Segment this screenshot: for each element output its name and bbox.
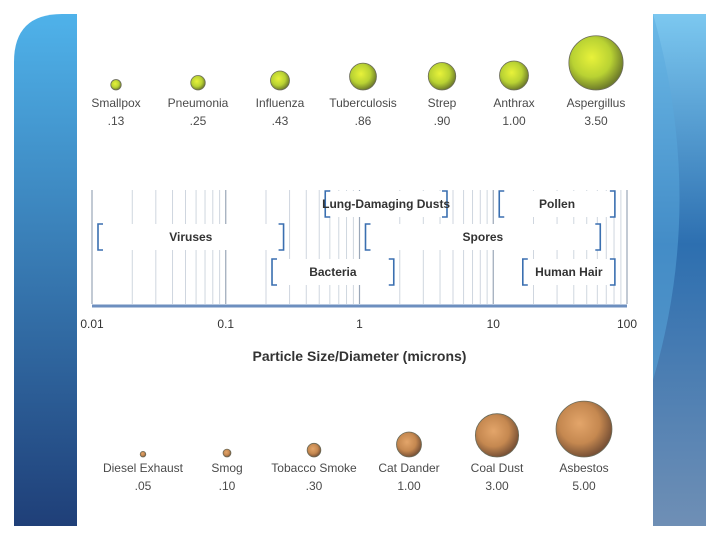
range-right-bracket [609,190,616,218]
particle-smallpox: Smallpox .13 [91,79,141,128]
particle-name: Smallpox [91,96,140,110]
particle-diesel-exhaust: Diesel Exhaust .05 [103,451,184,493]
range-backdrop [522,259,615,285]
particle-tobacco-smoke: Tobacco Smoke .30 [271,442,357,493]
particle-name: Smog [211,461,242,475]
particle-asbestos: Asbestos 5.00 [555,400,613,493]
particle-size-value: 3.00 [485,479,509,493]
range-backdrop [98,224,284,250]
range-backdrop [325,191,447,217]
particle-circle [110,79,122,91]
particle-circle [222,448,232,458]
left-decorative-band [14,14,77,526]
range-pollen: Pollen [498,190,616,218]
axis-ticks: 0.01 0.1 1 10 100 [80,317,637,331]
particle-size-value: .10 [219,479,236,493]
range-right-bracket [388,258,395,286]
range-label: Bacteria [309,265,357,279]
particle-size-value: .86 [355,114,372,128]
particle-strep: Strep .90 [428,62,457,128]
particle-smog: Smog .10 [211,448,243,493]
particle-size-value: 1.00 [397,479,421,493]
particle-name: Influenza [256,96,305,110]
particle-size-value: .43 [272,114,289,128]
range-left-bracket [97,223,103,251]
particle-size-value: .30 [306,479,323,493]
particle-circle [349,62,377,91]
particle-tuberculosis: Tuberculosis .86 [329,62,397,128]
particle-size-value: 3.50 [584,114,608,128]
range-viruses: Viruses [97,223,285,251]
particle-circle [190,75,206,91]
particle-name: Anthrax [493,96,534,110]
range-right-bracket [441,190,448,218]
particle-pneumonia: Pneumonia .25 [168,75,229,128]
particle-name: Strep [428,96,457,110]
right-band-curve [653,14,680,380]
particle-circle [306,442,322,458]
range-spores: Spores [364,223,602,251]
tick-label: 0.1 [217,317,234,331]
particle-cat-dander: Cat Dander 1.00 [378,431,440,493]
range-label: Human Hair [535,265,603,279]
tick-label: 1 [356,317,363,331]
particle-size-value: .05 [135,479,152,493]
particle-name: Pneumonia [168,96,229,110]
particle-circle [270,70,290,91]
particle-size-value: .90 [434,114,451,128]
particle-anthrax: Anthrax 1.00 [493,60,535,128]
range-right-bracket [609,258,616,286]
particle-name: Diesel Exhaust [103,461,184,475]
particle-coal-dust: Coal Dust 3.00 [471,413,524,493]
particle-circle [139,451,147,458]
tick-label: 0.01 [80,317,104,331]
size-ranges: Lung-Damaging Dusts Pollen Viruses Spores Ba… [97,190,616,286]
pollutant-row: Diesel Exhaust .05 Smog .10 Tobacco Smoke .30… [103,400,613,493]
particle-circle [427,62,457,91]
tick-label: 10 [487,317,501,331]
range-backdrop [272,259,394,285]
range-backdrop [365,224,601,250]
range-label: Viruses [169,230,212,244]
particle-size-value: .25 [190,114,207,128]
range-left-bracket [324,190,331,218]
particle-size-value: 1.00 [502,114,526,128]
particle-name: Cat Dander [378,461,439,475]
range-bacteria: Bacteria [271,258,395,286]
particle-name: Asbestos [559,461,608,475]
particle-circle [396,431,422,458]
pathogen-row: Smallpox .13 Pneumonia .25 Influenza .43 Tuber… [91,35,626,128]
particle-name: Coal Dust [471,461,524,475]
particle-circle [499,60,529,91]
particle-circle [568,35,624,91]
range-right-bracket [278,223,285,251]
range-left-bracket [522,258,528,286]
range-backdrop [499,191,615,217]
range-human-hair: Human Hair [522,258,616,286]
particle-aspergillus: Aspergillus 3.50 [567,35,626,128]
range-lung-damaging-dusts: Lung-Damaging Dusts [322,190,450,218]
range-left-bracket [498,190,505,218]
tick-label: 100 [617,317,637,331]
particle-size-value: .13 [108,114,125,128]
axis-title: Particle Size/Diameter (microns) [253,348,467,364]
particle-influenza: Influenza .43 [256,70,305,128]
particle-name: Aspergillus [567,96,626,110]
range-label: Spores [463,230,504,244]
range-label: Pollen [539,197,575,211]
particle-circle [555,400,613,458]
range-left-bracket [364,223,371,251]
range-label: Lung-Damaging Dusts [322,197,450,211]
particle-name: Tuberculosis [329,96,397,110]
range-left-bracket [271,258,278,286]
particle-size-value: 5.00 [572,479,596,493]
particle-circle [474,413,520,458]
particle-name: Tobacco Smoke [271,461,357,475]
range-right-bracket [595,223,602,251]
